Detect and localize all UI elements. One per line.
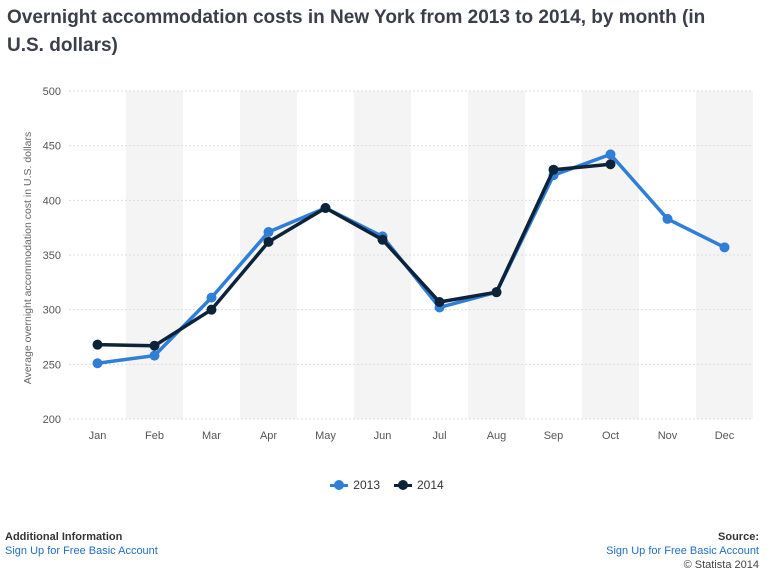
additional-information-heading: Additional Information [5, 531, 123, 543]
point-2013-nov[interactable] [662, 213, 673, 224]
gridlines [69, 90, 753, 420]
x-tick-label: Dec [715, 430, 735, 442]
sign-up-link-left[interactable]: Sign Up for Free Basic Account [5, 545, 158, 557]
x-tick-label: Feb [145, 430, 164, 442]
point-2014-mar[interactable] [206, 304, 217, 315]
legend-swatch-2014 [394, 480, 412, 490]
legend: 2013 2014 [0, 478, 774, 492]
source-information: Source: Sign Up for Free Basic Account ©… [606, 530, 759, 572]
x-tick-label: Nov [658, 430, 678, 442]
y-tick-label: 400 [43, 195, 61, 207]
legend-item-2013[interactable]: 2013 [330, 478, 380, 492]
y-axis-ticks: 200 250 300 350 400 450 500 [43, 86, 61, 426]
x-tick-label: Jan [89, 430, 107, 442]
legend-label-2014: 2014 [417, 478, 444, 492]
point-2014-may[interactable] [320, 202, 331, 213]
series-lines [92, 149, 730, 369]
point-2013-dec[interactable] [719, 242, 730, 253]
legend-item-2014[interactable]: 2014 [394, 478, 444, 492]
y-tick-label: 450 [43, 141, 61, 153]
point-2014-oct[interactable] [605, 159, 616, 170]
series-line-2014 [95, 162, 613, 348]
point-2014-jun[interactable] [377, 234, 388, 245]
legend-label-2013: 2013 [353, 478, 380, 492]
copyright: © Statista 2014 [683, 559, 759, 571]
y-tick-label: 350 [43, 250, 61, 262]
point-2014-feb[interactable] [149, 340, 160, 351]
point-2013-feb[interactable] [149, 350, 160, 361]
sign-up-link-right[interactable]: Sign Up for Free Basic Account [606, 545, 759, 557]
y-tick-label: 200 [43, 414, 61, 426]
point-2014-apr[interactable] [263, 236, 274, 247]
additional-information: Additional Information Sign Up for Free … [5, 530, 158, 558]
x-tick-label: Jun [374, 430, 392, 442]
series-2014 [92, 159, 616, 351]
point-2013-oct[interactable] [605, 149, 616, 160]
legend-swatch-2013 [330, 480, 349, 490]
y-tick-label: 250 [43, 359, 61, 371]
point-2013-apr[interactable] [263, 227, 274, 238]
x-tick-label: Apr [260, 430, 277, 442]
x-tick-label: Sep [544, 430, 564, 442]
x-tick-label: Aug [487, 430, 507, 442]
x-axis-ticks: Jan Feb Mar Apr May Jun Jul Aug Sep Oct Nov Dec [89, 430, 735, 442]
point-2013-mar[interactable] [206, 292, 217, 303]
x-tick-label: Oct [602, 430, 619, 442]
y-tick-label: 300 [43, 305, 61, 317]
source-heading: Source: [718, 531, 759, 543]
point-2014-sep[interactable] [548, 164, 559, 175]
y-tick-label: 500 [43, 86, 61, 98]
point-2014-jul[interactable] [434, 297, 445, 308]
point-2014-aug[interactable] [491, 287, 502, 298]
x-tick-label: May [315, 430, 336, 442]
point-2014-jan[interactable] [92, 339, 103, 350]
band-dec [696, 91, 753, 419]
point-2013-jan[interactable] [92, 358, 103, 369]
x-tick-label: Jul [432, 430, 446, 442]
chart-title: Overnight accommodation costs in New Yor… [7, 7, 706, 56]
x-tick-label: Mar [202, 430, 221, 442]
y-axis-label: Average overnight accommodation cost in … [22, 132, 34, 385]
line-chart: 200 250 300 350 400 450 500 Jan Feb Mar Apr May Jun… [22, 86, 753, 442]
